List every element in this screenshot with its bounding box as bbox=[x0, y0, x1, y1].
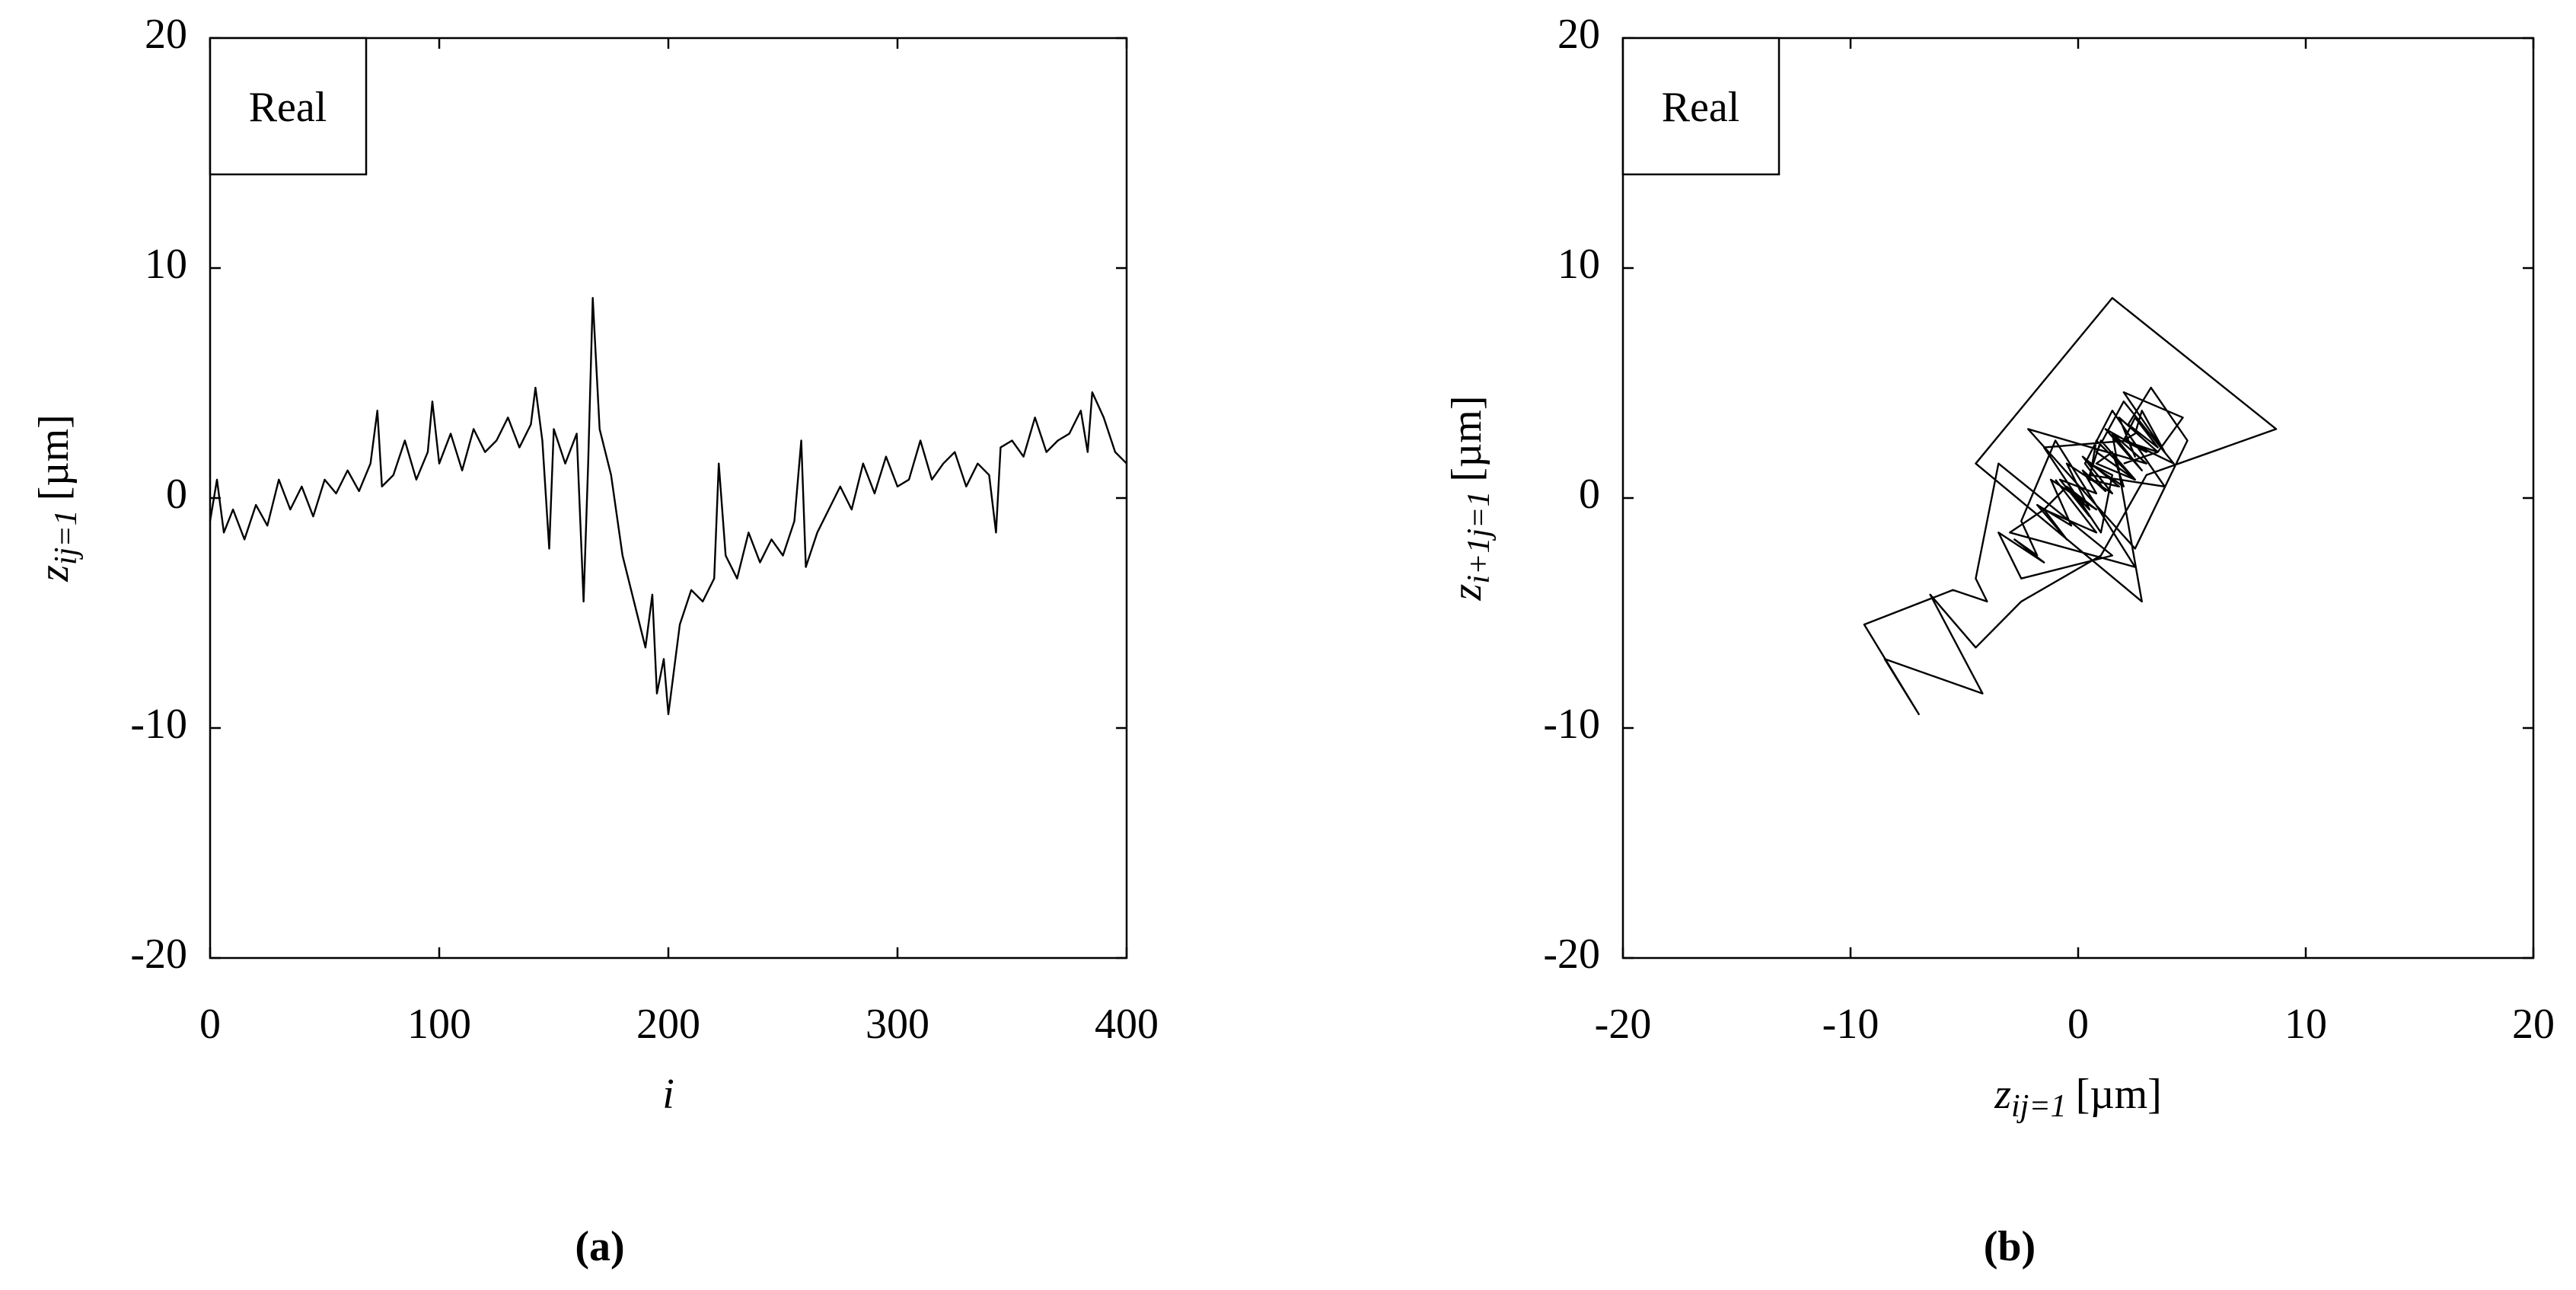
axis-label-text: zij=1 [µm] bbox=[30, 414, 84, 583]
label-unit: [µm] bbox=[2076, 1071, 2162, 1118]
caption: (b) bbox=[1984, 1223, 2036, 1270]
label-main: z bbox=[30, 565, 78, 583]
axis-label-text: zi+1j=1 [µm] bbox=[1443, 396, 1497, 602]
label-unit: [µm] bbox=[30, 414, 78, 500]
y-tick-label: 0 bbox=[1579, 471, 1600, 518]
axis-label-text: zij=1 [µm] bbox=[1994, 1071, 2162, 1124]
label-sub: ij=1 bbox=[2011, 1089, 2067, 1124]
x-tick-label: 100 bbox=[407, 1001, 471, 1048]
annotation: Real bbox=[249, 84, 327, 131]
y-tick-label: -20 bbox=[130, 931, 187, 978]
x-tick-label: 400 bbox=[1095, 1001, 1159, 1048]
y-tick-label: -10 bbox=[1543, 701, 1600, 748]
x-tick-label: 10 bbox=[2284, 1001, 2327, 1048]
label-sub: ij=1 bbox=[49, 509, 84, 565]
y-tick-label: -20 bbox=[1543, 931, 1600, 978]
x-tick-label: -20 bbox=[1595, 1001, 1652, 1048]
axis-label: zij=1 [µm] bbox=[30, 414, 84, 583]
axis-label-text: i bbox=[662, 1071, 674, 1118]
data-line bbox=[209, 297, 1127, 716]
x-tick-label: 300 bbox=[866, 1001, 929, 1048]
annotation: Real bbox=[1662, 84, 1740, 131]
label-unit: [µm] bbox=[1443, 396, 1490, 482]
x-tick-label: -10 bbox=[1822, 1001, 1879, 1048]
data-line bbox=[1863, 297, 2278, 716]
y-tick-label: 20 bbox=[1557, 11, 1600, 58]
plot-frame bbox=[209, 37, 1128, 960]
x-tick-label: 0 bbox=[2067, 1001, 2089, 1048]
legend-box bbox=[1621, 37, 1781, 176]
caption: (a) bbox=[575, 1223, 624, 1270]
x-tick-label: 20 bbox=[2512, 1001, 2555, 1048]
label-main: z bbox=[1994, 1071, 2011, 1118]
y-tick-label: 0 bbox=[166, 471, 187, 518]
label-sub: i+1j=1 bbox=[1462, 491, 1497, 584]
label-main: z bbox=[1443, 583, 1490, 601]
y-tick-label: -10 bbox=[130, 701, 187, 748]
y-tick-label: 10 bbox=[1557, 241, 1600, 288]
axis-label: zi+1j=1 [µm] bbox=[1443, 396, 1497, 602]
axis-label: i bbox=[662, 1071, 674, 1118]
legend-box bbox=[209, 37, 368, 176]
x-tick-label: 0 bbox=[199, 1001, 221, 1048]
x-tick-label: 200 bbox=[636, 1001, 700, 1048]
y-tick-label: 20 bbox=[145, 11, 187, 58]
y-tick-label: 10 bbox=[145, 241, 187, 288]
label-main: i bbox=[662, 1071, 674, 1118]
axis-label: zij=1 [µm] bbox=[1994, 1071, 2162, 1124]
